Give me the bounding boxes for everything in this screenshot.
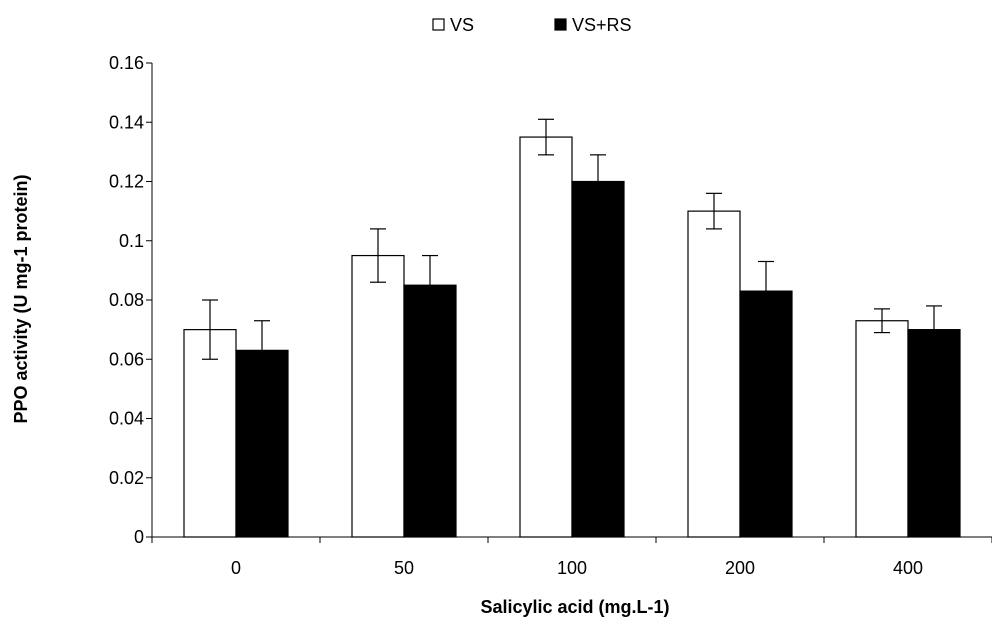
y-tick-label: 0.12 (109, 172, 144, 192)
legend-swatch-vs-rs (554, 18, 567, 31)
bar-vs (183, 329, 237, 538)
bar-vs-rs (907, 329, 961, 538)
y-tick-label: 0.02 (109, 468, 144, 488)
y-axis-title: PPO activity (U mg-1 protein) (11, 174, 31, 423)
y-tick-label: 0.1 (119, 231, 144, 251)
y-tick-label: 0.08 (109, 290, 144, 310)
legend-swatch-vs (432, 18, 445, 31)
legend-label-vs: VS (450, 15, 474, 35)
x-tick-label: 100 (557, 558, 587, 578)
bar-vs-rs (571, 180, 625, 538)
bar-vs (855, 320, 909, 538)
y-tick-label: 0 (134, 527, 144, 547)
x-tick-label: 0 (231, 558, 241, 578)
x-axis-title: Salicylic acid (mg.L-1) (480, 597, 669, 617)
bar-vs-rs (739, 290, 793, 538)
x-tick-label: 200 (725, 558, 755, 578)
bar-vs (351, 254, 405, 538)
x-tick-label: 400 (893, 558, 923, 578)
bar-vs (687, 210, 741, 538)
plot-area: 0 0.02 0.04 0.06 0.08 0.1 0.12 0.14 0.16 0 50 100 20… (109, 53, 992, 578)
y-tick-label: 0.14 (109, 112, 144, 132)
bar-vs (519, 136, 573, 538)
y-tick-label: 0.16 (109, 53, 144, 73)
y-tick-label: 0.04 (109, 409, 144, 429)
bar-vs-rs (403, 284, 457, 538)
legend: VS VS+RS (432, 15, 632, 35)
legend-label-vs-rs: VS+RS (572, 15, 632, 35)
x-tick-label: 50 (394, 558, 414, 578)
y-tick-label: 0.06 (109, 349, 144, 369)
